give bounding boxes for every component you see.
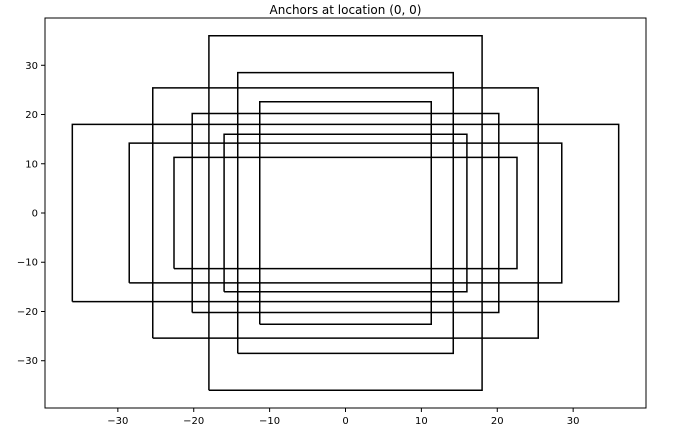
anchor-box-6 xyxy=(128,142,563,284)
x-axis: −30 −20 −10 0 10 20 30 xyxy=(107,408,580,427)
y-tick-label: 20 xyxy=(25,110,38,121)
y-tick-label: 0 xyxy=(32,209,38,220)
y-tick-label: 10 xyxy=(25,159,38,170)
anchor-box-3 xyxy=(173,156,518,270)
anchor-box-5 xyxy=(191,112,500,314)
x-tick-label: 0 xyxy=(342,416,348,427)
x-tick-label: 10 xyxy=(415,416,428,427)
anchor-box-1 xyxy=(259,100,432,326)
anchor-box-8 xyxy=(152,87,539,339)
y-tick-label: −10 xyxy=(17,258,38,269)
y-tick-label: −30 xyxy=(17,356,38,367)
y-tick-label: 30 xyxy=(25,61,38,72)
plot-frame xyxy=(44,17,647,409)
x-tick-label: −20 xyxy=(183,416,204,427)
x-tick-label: −30 xyxy=(107,416,128,427)
chart-title: Anchors at location (0, 0) xyxy=(270,3,422,17)
y-axis: −30 −20 −10 0 10 20 30 xyxy=(17,61,45,367)
x-tick-label: −10 xyxy=(259,416,280,427)
x-tick-label: 20 xyxy=(491,416,504,427)
x-tick-label: 30 xyxy=(567,416,580,427)
plot-marks xyxy=(71,34,620,392)
y-tick-label: −20 xyxy=(17,307,38,318)
anchor-box-7 xyxy=(208,34,483,392)
anchor-box-9 xyxy=(71,123,620,303)
anchor-box-4 xyxy=(236,71,455,355)
anchor-box-2 xyxy=(223,133,468,293)
